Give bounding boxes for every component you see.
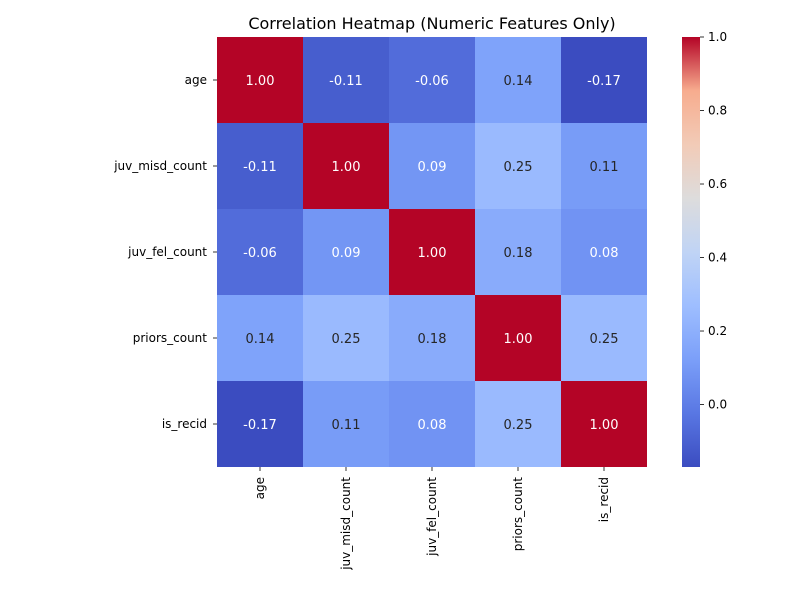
heatmap-cell-0-4 [561,37,647,123]
heatmap-cell-3-4 [561,295,647,381]
x-axis-ticks: age juv_misd_count juv_fel_count priors_cou… [253,467,611,571]
cell-value-label-4-4: 1.00 [590,418,619,433]
heatmap-cell-3-3 [475,295,561,381]
cell-value-label-2-4: 0.08 [590,246,619,261]
heatmap-cell-3-0 [217,295,303,381]
colorbar-tick-label-0: 0.0 [708,398,727,412]
colorbar-tick-label-1: 0.2 [708,324,727,338]
cell-value-label-0-2: -0.06 [415,74,449,89]
colorbar [682,37,700,467]
x-tick-label-2: juv_fel_count [425,477,439,557]
heatmap-cell-1-0 [217,123,303,209]
heatmap-cell-4-3 [475,381,561,467]
heatmap-cell-0-0 [217,37,303,123]
heatmap-cell-1-1 [303,123,389,209]
cell-value-label-1-3: 0.25 [504,160,533,175]
cell-value-label-2-1: 0.09 [332,246,361,261]
heatmap-cell-0-3 [475,37,561,123]
colorbar-tick-label-5: 1.0 [708,30,727,44]
heatmap-cell-4-0 [217,381,303,467]
heatmap-cell-0-2 [389,37,475,123]
heatmap-cell-2-3 [475,209,561,295]
heatmap-cell-4-2 [389,381,475,467]
cell-value-label-3-0: 0.14 [246,332,275,347]
cell-value-label-1-2: 0.09 [418,160,447,175]
heatmap-cell-0-1 [303,37,389,123]
cell-value-label-2-0: -0.06 [243,246,277,261]
cell-value-label-1-4: 0.11 [590,160,619,175]
heatmap-cell-4-1 [303,381,389,467]
cell-value-label-3-1: 0.25 [332,332,361,347]
y-tick-label-1: juv_misd_count [113,159,207,173]
cell-value-label-4-2: 0.08 [418,418,447,433]
cell-value-label-1-1: 1.00 [332,160,361,175]
heatmap-cell-2-0 [217,209,303,295]
cell-value-label-4-0: -0.17 [243,418,277,433]
heatmap-cell-3-2 [389,295,475,381]
cell-value-label-0-0: 1.00 [246,74,275,89]
heatmap-cells: 1.00 -0.11 -0.06 0.14 -0.17 -0.11 1.00 0.09 0.25… [217,37,647,467]
cell-value-label-0-3: 0.14 [504,74,533,89]
cell-value-label-0-1: -0.11 [329,74,363,89]
cell-value-label-3-4: 0.25 [590,332,619,347]
x-tick-label-3: priors_count [511,477,525,552]
y-tick-label-4: is_recid [162,417,207,431]
heatmap-cell-2-1 [303,209,389,295]
cell-value-label-2-3: 0.18 [504,246,533,261]
heatmap-cell-2-4 [561,209,647,295]
y-tick-label-2: juv_fel_count [127,245,207,259]
colorbar-tick-label-2: 0.4 [708,251,727,265]
cell-value-label-4-3: 0.25 [504,418,533,433]
colorbar-ticks: 0.0 0.2 0.4 0.6 0.8 1.0 [700,30,727,412]
heatmap-cell-1-2 [389,123,475,209]
cell-value-label-3-3: 1.00 [504,332,533,347]
y-tick-label-3: priors_count [133,331,208,345]
cell-value-label-3-2: 0.18 [418,332,447,347]
heatmap-cell-2-2 [389,209,475,295]
y-axis-ticks: age juv_misd_count juv_fel_count priors_cou… [113,73,217,431]
x-tick-label-0: age [253,477,267,499]
colorbar-tick-label-3: 0.6 [708,177,727,191]
chart-title: Correlation Heatmap (Numeric Features On… [248,14,615,33]
cell-value-label-1-0: -0.11 [243,160,277,175]
cell-value-label-2-2: 1.00 [418,246,447,261]
cell-value-label-4-1: 0.11 [332,418,361,433]
cell-value-label-0-4: -0.17 [587,74,621,89]
heatmap-cell-1-4 [561,123,647,209]
heatmap-cell-3-1 [303,295,389,381]
y-tick-label-0: age [185,73,207,87]
heatmap-cell-1-3 [475,123,561,209]
colorbar-tick-label-4: 0.8 [708,104,727,118]
x-tick-label-4: is_recid [597,477,611,522]
heatmap-cell-4-4 [561,381,647,467]
x-tick-label-1: juv_misd_count [339,477,353,571]
